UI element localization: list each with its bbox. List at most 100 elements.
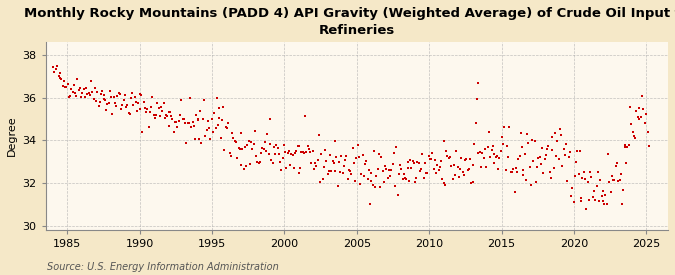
- Point: [442, 153, 453, 158]
- Point: [161, 113, 171, 117]
- Point: [338, 164, 349, 169]
- Point: [484, 130, 495, 134]
- Point: [404, 158, 415, 163]
- Point: [96, 92, 107, 96]
- Point: [338, 171, 348, 176]
- Point: [610, 164, 621, 168]
- Point: [243, 138, 254, 143]
- Point: [443, 156, 454, 160]
- Point: [580, 177, 591, 182]
- Point: [497, 134, 508, 139]
- Point: [284, 149, 294, 153]
- Point: [167, 117, 178, 121]
- Point: [191, 112, 202, 117]
- Point: [180, 120, 190, 125]
- Point: [414, 169, 425, 173]
- Point: [347, 146, 358, 150]
- Point: [601, 201, 612, 206]
- Point: [373, 152, 384, 156]
- Point: [285, 163, 296, 167]
- Point: [358, 174, 369, 178]
- Point: [369, 149, 379, 153]
- Point: [481, 165, 492, 169]
- Point: [322, 172, 333, 177]
- Point: [489, 152, 500, 156]
- Point: [522, 132, 533, 136]
- Point: [450, 173, 460, 177]
- Point: [431, 170, 441, 175]
- Point: [329, 161, 340, 165]
- Point: [63, 95, 74, 99]
- Point: [316, 152, 327, 156]
- Point: [596, 194, 607, 199]
- Point: [366, 171, 377, 175]
- Point: [148, 113, 159, 117]
- Point: [98, 97, 109, 101]
- Point: [185, 96, 196, 100]
- Point: [604, 180, 615, 184]
- Point: [619, 144, 630, 149]
- Point: [228, 136, 239, 141]
- Point: [467, 180, 478, 184]
- Point: [114, 92, 125, 96]
- Point: [379, 163, 390, 168]
- Point: [137, 130, 148, 134]
- Point: [302, 144, 313, 148]
- Point: [404, 179, 414, 183]
- Point: [192, 117, 203, 122]
- Point: [142, 106, 153, 111]
- Point: [111, 104, 122, 108]
- Point: [207, 129, 218, 134]
- Point: [479, 155, 489, 160]
- Point: [509, 190, 520, 194]
- Point: [556, 133, 566, 137]
- Point: [78, 87, 89, 91]
- Point: [605, 189, 616, 194]
- Point: [544, 170, 555, 174]
- Point: [59, 78, 70, 83]
- Point: [308, 166, 319, 171]
- Point: [261, 149, 271, 153]
- Point: [252, 160, 263, 164]
- Point: [282, 151, 293, 155]
- Point: [416, 167, 427, 171]
- Point: [218, 105, 229, 109]
- Point: [389, 184, 400, 188]
- Point: [87, 90, 98, 95]
- Point: [263, 152, 274, 156]
- Point: [214, 106, 225, 110]
- Point: [446, 164, 457, 169]
- Point: [473, 151, 484, 156]
- Point: [439, 183, 450, 188]
- Point: [172, 125, 183, 129]
- Point: [101, 108, 111, 112]
- Point: [394, 171, 404, 176]
- Point: [144, 109, 155, 114]
- Point: [547, 148, 558, 152]
- Point: [516, 131, 526, 136]
- Point: [616, 172, 626, 177]
- Point: [90, 98, 101, 103]
- Point: [147, 95, 158, 99]
- Point: [265, 117, 275, 121]
- Point: [589, 189, 599, 194]
- Point: [627, 130, 638, 135]
- Point: [123, 110, 134, 115]
- Point: [383, 168, 394, 172]
- Point: [152, 101, 163, 105]
- Point: [576, 199, 587, 204]
- Point: [288, 166, 299, 170]
- Point: [319, 165, 329, 169]
- Point: [577, 176, 588, 180]
- Point: [350, 178, 360, 183]
- Point: [554, 127, 565, 131]
- Point: [326, 169, 337, 173]
- Point: [67, 90, 78, 95]
- Point: [225, 154, 236, 159]
- Point: [232, 156, 242, 160]
- Point: [572, 148, 583, 153]
- Point: [344, 167, 354, 172]
- Point: [221, 126, 232, 130]
- Point: [301, 150, 312, 155]
- Point: [259, 146, 269, 151]
